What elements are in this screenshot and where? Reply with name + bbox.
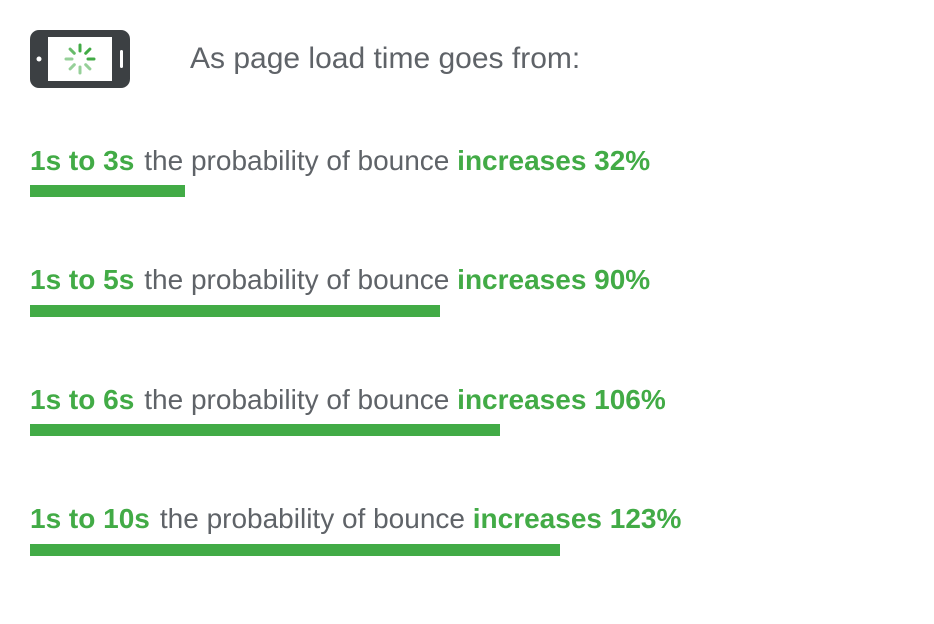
time-range: 1s to 10s bbox=[30, 503, 150, 534]
stat-row: 1s to 5s the probability of bounce increa… bbox=[30, 262, 914, 316]
stat-bar bbox=[30, 305, 440, 317]
phone-button bbox=[120, 50, 123, 68]
stat-row: 1s to 6s the probability of bounce increa… bbox=[30, 382, 914, 436]
phone-loading-icon bbox=[30, 30, 130, 88]
header: As page load time goes from: bbox=[30, 30, 914, 88]
time-range: 1s to 5s bbox=[30, 264, 134, 295]
stat-bar bbox=[30, 424, 500, 436]
time-range: 1s to 3s bbox=[30, 145, 134, 176]
stat-text-line: 1s to 6s the probability of bounce increa… bbox=[30, 382, 914, 418]
increase-text: increases 90% bbox=[457, 264, 650, 295]
time-range: 1s to 6s bbox=[30, 384, 134, 415]
increase-text: increases 123% bbox=[473, 503, 682, 534]
increase-text: increases 32% bbox=[457, 145, 650, 176]
page-title: As page load time goes from: bbox=[190, 42, 580, 76]
mid-text: the probability of bounce bbox=[144, 264, 449, 295]
stat-text-line: 1s to 5s the probability of bounce increa… bbox=[30, 262, 914, 298]
mid-text: the probability of bounce bbox=[144, 384, 449, 415]
mid-text: the probability of bounce bbox=[160, 503, 465, 534]
stat-row: 1s to 10s the probability of bounce incre… bbox=[30, 501, 914, 555]
increase-text: increases 106% bbox=[457, 384, 666, 415]
phone-camera bbox=[37, 57, 42, 62]
stat-bar bbox=[30, 185, 185, 197]
stat-row: 1s to 3s the probability of bounce increa… bbox=[30, 143, 914, 197]
mid-text: the probability of bounce bbox=[144, 145, 449, 176]
rows-container: 1s to 3s the probability of bounce increa… bbox=[30, 143, 914, 556]
stat-text-line: 1s to 10s the probability of bounce incre… bbox=[30, 501, 914, 537]
stat-text-line: 1s to 3s the probability of bounce increa… bbox=[30, 143, 914, 179]
stat-bar bbox=[30, 544, 560, 556]
